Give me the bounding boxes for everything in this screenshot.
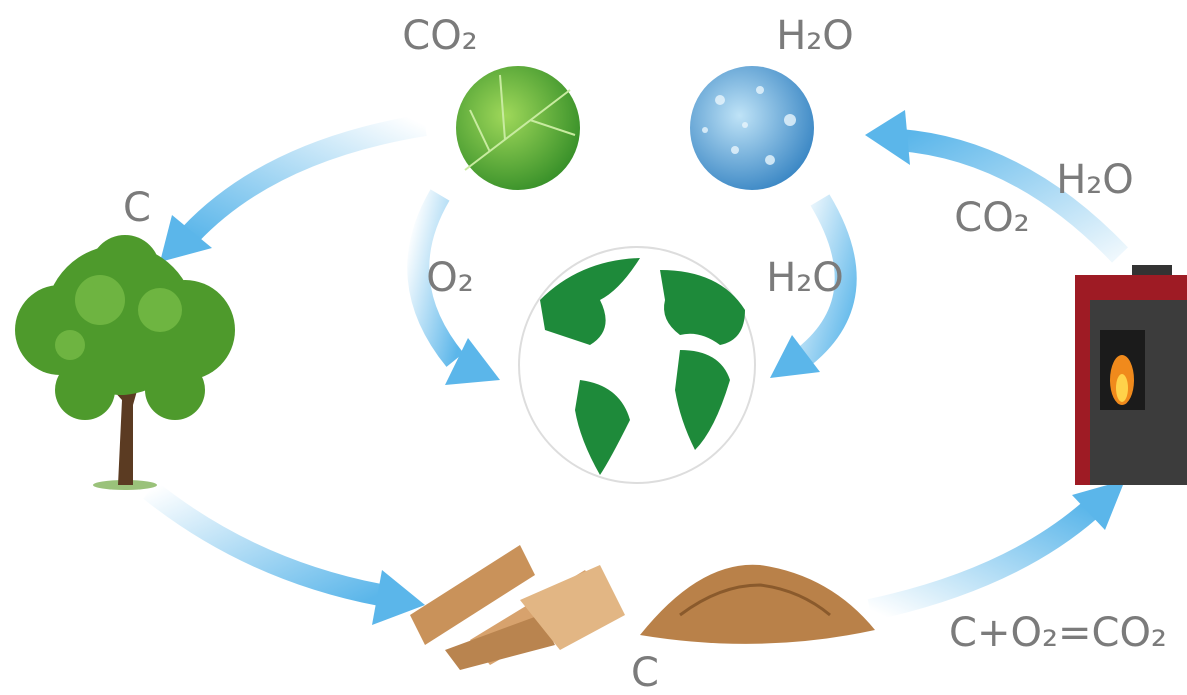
label-co2: CO₂ bbox=[402, 13, 477, 59]
globe-image bbox=[519, 247, 755, 483]
arrow-tree-wood bbox=[150, 490, 380, 595]
label-h2o: H₂O bbox=[766, 255, 844, 301]
label-co2: CO₂ bbox=[954, 195, 1029, 241]
label-o2: O₂ bbox=[426, 255, 474, 301]
label-h2o: H₂O bbox=[1056, 157, 1134, 203]
label-equation: C+O₂=CO₂ bbox=[949, 610, 1167, 656]
firewood-image bbox=[410, 545, 625, 670]
label-c: C bbox=[123, 185, 151, 231]
stove-image bbox=[1075, 265, 1187, 485]
water-image bbox=[690, 66, 814, 190]
pellets-image bbox=[640, 565, 875, 644]
label-c: C bbox=[631, 650, 659, 695]
tree-image bbox=[15, 235, 235, 490]
arrowhead bbox=[865, 110, 910, 165]
arrow-leaf-tree bbox=[190, 125, 425, 235]
carbon-cycle-diagram: CO₂ H₂O C O₂ H₂O CO₂ H₂O C+O₂=CO₂ C bbox=[0, 0, 1187, 695]
label-h2o: H₂O bbox=[776, 13, 854, 59]
leaf-image bbox=[456, 66, 580, 190]
arrow-pellets-stove bbox=[870, 510, 1090, 610]
